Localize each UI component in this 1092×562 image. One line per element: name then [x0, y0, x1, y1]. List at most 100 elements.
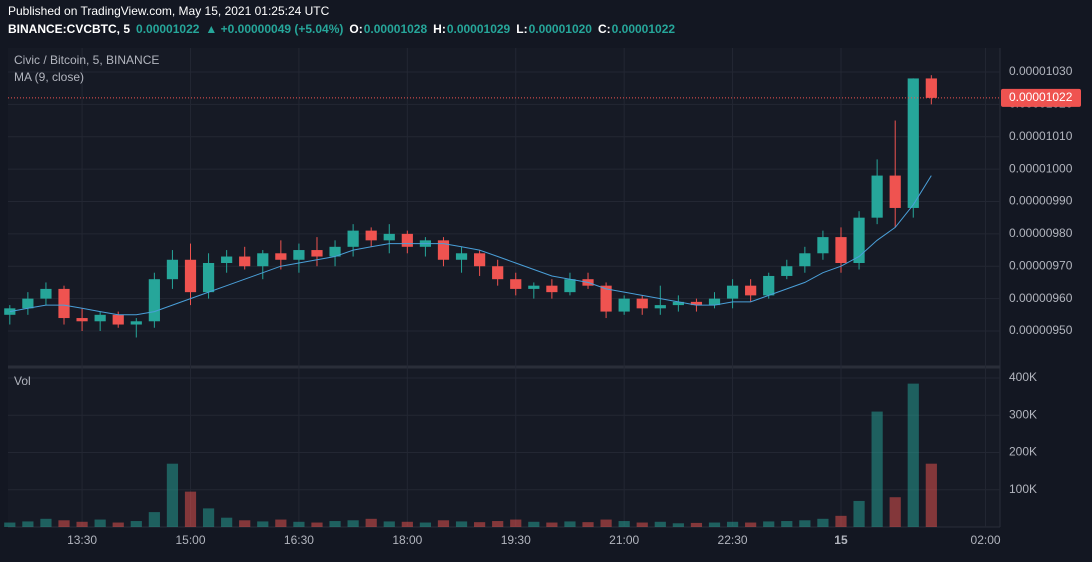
- candle-body: [817, 237, 829, 254]
- volume-bar: [600, 519, 612, 527]
- candle-body: [708, 298, 721, 306]
- volume-bar: [239, 520, 251, 527]
- candle-body: [835, 237, 847, 264]
- volume-bar: [76, 521, 88, 527]
- candle-body: [600, 285, 612, 312]
- price: 0.00001022: [136, 22, 200, 36]
- candle-body: [347, 230, 359, 247]
- x-tick-label: 19:30: [501, 533, 531, 547]
- volume-bar: [582, 522, 594, 527]
- volume-bar: [257, 521, 269, 527]
- x-tick-label: 21:00: [609, 533, 639, 547]
- candle-body: [492, 266, 504, 280]
- ohlc-value: 0.00001028: [364, 22, 428, 36]
- ohlc-key: O:: [349, 22, 362, 36]
- change: ▲ +0.00000049 (+5.04%): [205, 22, 343, 36]
- candle-body: [239, 256, 251, 267]
- volume-bar: [474, 522, 486, 527]
- volume-bar: [202, 508, 215, 527]
- volume-bar: [835, 515, 847, 527]
- candle-body: [58, 288, 70, 319]
- volume-bar: [745, 522, 757, 527]
- candle-body: [745, 285, 757, 296]
- candle-body: [690, 301, 703, 306]
- symbol: BINANCE:CVCBTC, 5: [8, 22, 130, 36]
- y2-tick-label: 400K: [1009, 370, 1037, 384]
- candle-body: [455, 253, 468, 260]
- volume-bar: [781, 521, 793, 527]
- published: Published on TradingView.com, May 15, 20…: [8, 4, 330, 18]
- volume-bar: [690, 522, 703, 527]
- volume-bar: [184, 491, 197, 527]
- candle-body: [76, 318, 88, 322]
- volume-bar: [455, 521, 468, 527]
- candle-body: [546, 285, 558, 293]
- ohlc-value: 0.00001029: [447, 22, 511, 36]
- candle-body: [202, 263, 215, 293]
- volume-bar: [871, 411, 883, 527]
- y-tick-label: 0.00000990: [1009, 194, 1073, 208]
- volume-bar: [365, 518, 377, 527]
- volume-bar: [94, 519, 106, 527]
- y2-tick-label: 100K: [1009, 482, 1037, 496]
- volume-bar: [401, 521, 413, 527]
- candle-body: [383, 233, 395, 241]
- y-tick-label: 0.00001030: [1009, 64, 1073, 78]
- volume-bar: [654, 521, 666, 527]
- candle-body: [726, 285, 739, 299]
- volume-bar: [22, 521, 34, 527]
- volume-bar: [726, 521, 739, 527]
- ma-line: [9, 175, 932, 316]
- volume-bar: [311, 522, 323, 527]
- x-tick-label: 13:30: [67, 533, 97, 547]
- y2-tick-label: 200K: [1009, 445, 1037, 459]
- candle-body: [437, 240, 450, 260]
- y-tick-label: 0.00001010: [1009, 129, 1073, 143]
- candle-body: [528, 285, 540, 289]
- y2-tick-label: 300K: [1009, 407, 1037, 421]
- ohlc-key: H:: [433, 22, 446, 36]
- volume-bar: [437, 520, 450, 527]
- volume-bar: [889, 497, 901, 527]
- volume-bar: [329, 521, 341, 527]
- y-tick-label: 0.00000980: [1009, 226, 1073, 240]
- volume-bar: [528, 521, 540, 527]
- candle-body: [94, 314, 106, 322]
- candle-body: [474, 253, 486, 267]
- candle-body: [221, 256, 233, 264]
- volume-bar: [763, 521, 775, 527]
- volume-bar: [907, 383, 919, 527]
- volume-bar: [636, 522, 648, 527]
- candle-body: [275, 253, 287, 260]
- volume-bar: [166, 463, 179, 527]
- candle-body: [672, 301, 684, 306]
- volume-bar: [618, 521, 630, 527]
- candle-body: [166, 259, 179, 280]
- x-tick-label: 15:00: [175, 533, 205, 547]
- y-tick-label: 0.00001000: [1009, 161, 1073, 175]
- candle-body: [636, 298, 648, 309]
- volume-bar: [347, 520, 359, 527]
- legend-volume: Vol: [14, 374, 31, 388]
- candle-body: [618, 298, 630, 312]
- candle-body: [763, 275, 775, 296]
- volume-bar: [708, 522, 721, 527]
- candle-body: [329, 246, 341, 257]
- volume-bar: [799, 520, 811, 527]
- volume-bar: [564, 521, 576, 527]
- volume-bar: [112, 522, 124, 527]
- volume-bar: [148, 512, 160, 527]
- volume-bar: [853, 500, 865, 527]
- price-tag-box: [1001, 88, 1081, 107]
- candle-body: [853, 217, 865, 264]
- volume-bar: [672, 523, 684, 527]
- ohlc-key: L:: [516, 22, 527, 36]
- candle-body: [871, 175, 883, 218]
- candle-body: [148, 279, 160, 322]
- volume-bar: [40, 518, 52, 527]
- volume-bar: [58, 520, 70, 527]
- price-tag: 0.00001022: [1009, 90, 1073, 104]
- candle-body: [907, 78, 919, 208]
- y-tick-label: 0.00000970: [1009, 258, 1073, 272]
